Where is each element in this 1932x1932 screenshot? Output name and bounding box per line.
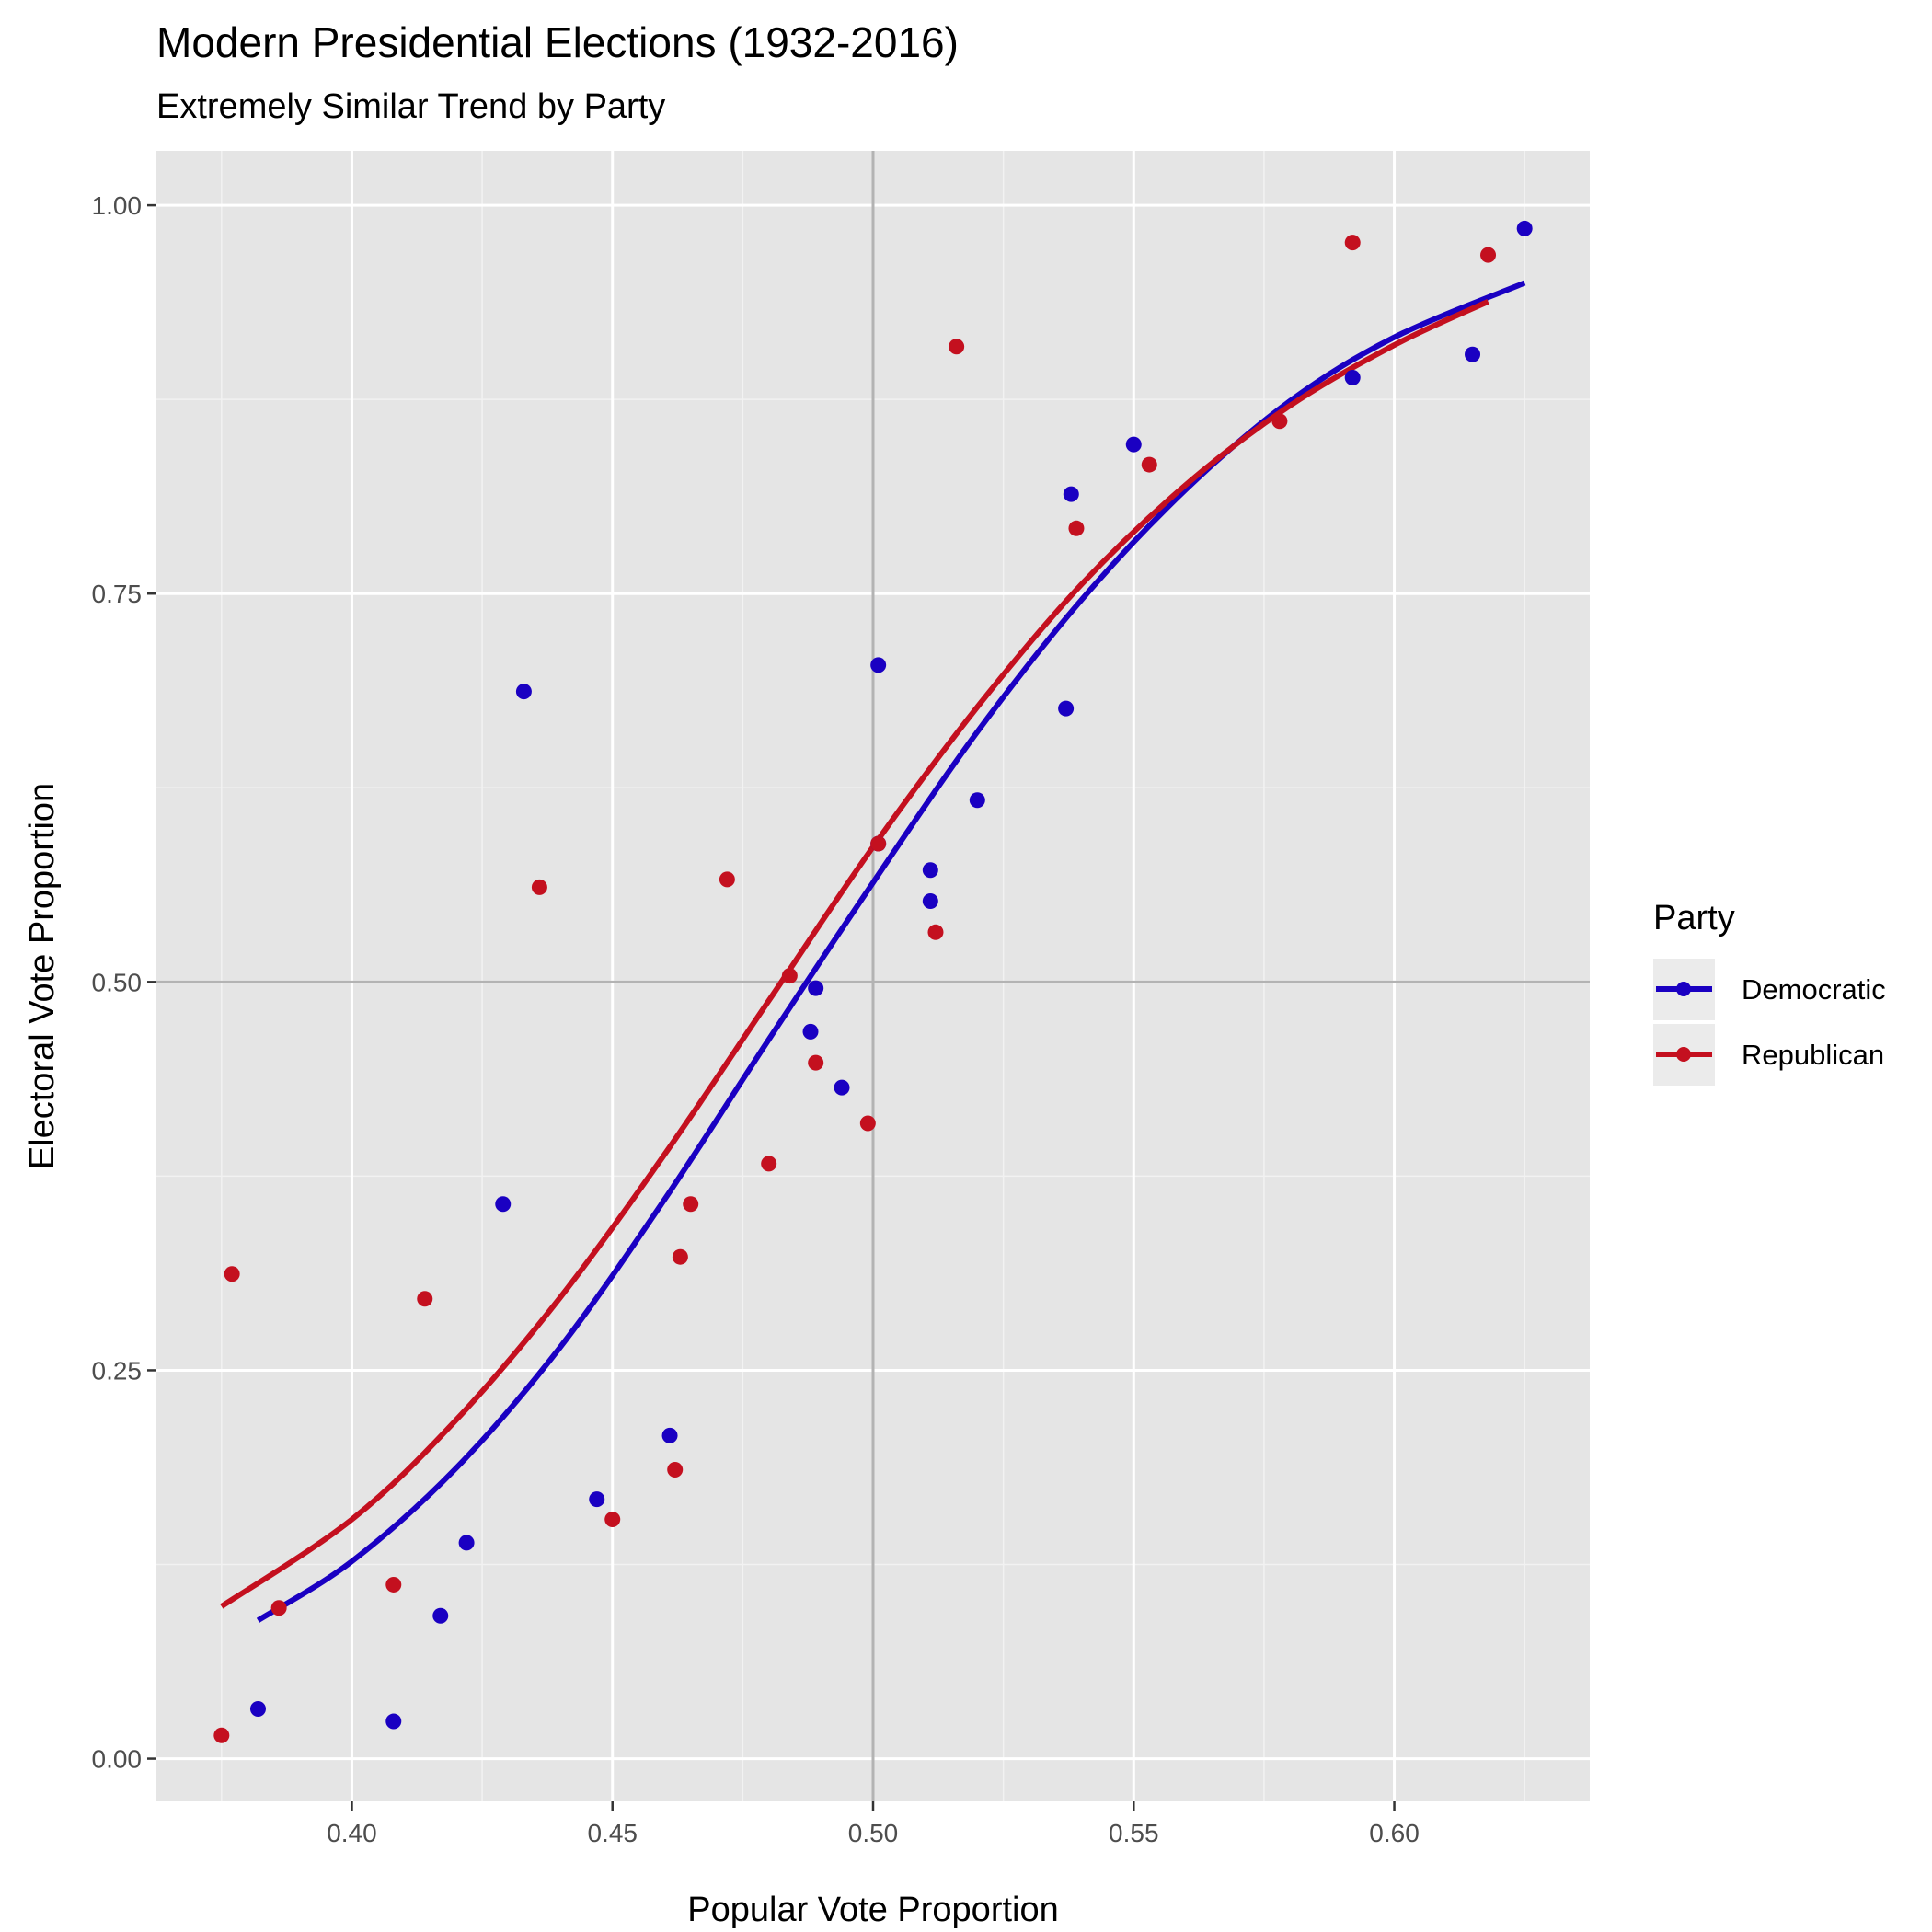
data-point-democratic — [661, 1427, 678, 1443]
x-axis-ticks: 0.40 0.45 0.50 0.55 0.60 — [327, 1801, 1420, 1847]
data-point-democratic — [385, 1713, 402, 1730]
data-point-democratic — [1058, 700, 1075, 717]
legend-item-republican: Republican — [1653, 1024, 1884, 1086]
chart-subtitle: Extremely Similar Trend by Party — [156, 87, 665, 126]
data-point-democratic — [922, 893, 938, 910]
data-point-republican — [927, 924, 944, 940]
fit-curve-democratic — [256, 280, 1526, 1623]
y-tick-label: 0.00 — [92, 1745, 143, 1774]
y-tick-label: 0.75 — [92, 580, 143, 608]
data-point-democratic — [834, 1079, 850, 1096]
data-point-democratic — [1063, 486, 1079, 502]
data-point-republican — [949, 339, 965, 355]
legend-item-democratic: Democratic — [1653, 959, 1886, 1020]
x-tick-label: 0.45 — [587, 1819, 638, 1847]
data-point-republican — [1344, 235, 1361, 251]
data-point-republican — [870, 835, 887, 852]
data-point-democratic — [432, 1607, 449, 1624]
data-point-democratic — [1516, 220, 1533, 236]
data-point-republican — [761, 1156, 777, 1172]
chart-title: Modern Presidential Elections (1932-2016… — [156, 18, 959, 66]
data-point-democratic — [802, 1023, 819, 1040]
legend-dot-democratic — [1676, 982, 1691, 996]
legend-dot-republican — [1676, 1047, 1691, 1062]
data-point-democratic — [589, 1491, 605, 1508]
x-tick-label: 0.60 — [1369, 1819, 1420, 1847]
data-point-democratic — [1465, 346, 1481, 362]
data-points — [213, 220, 1533, 1743]
legend: Party Democratic Republican — [1653, 899, 1886, 1086]
x-axis-title: Popular Vote Proportion — [687, 1891, 1059, 1929]
legend-label-republican: Republican — [1742, 1039, 1884, 1071]
data-point-democratic — [808, 980, 824, 996]
data-point-republican — [385, 1576, 402, 1593]
data-point-democratic — [870, 657, 887, 673]
data-point-republican — [781, 968, 798, 984]
data-point-republican — [808, 1054, 824, 1071]
reference-lines — [156, 151, 1590, 1801]
data-point-republican — [667, 1462, 684, 1478]
data-point-democratic — [495, 1196, 512, 1213]
fit-curve-republican — [220, 299, 1489, 1609]
data-point-republican — [1271, 413, 1288, 430]
data-point-republican — [604, 1512, 621, 1528]
y-tick-label: 1.00 — [92, 191, 143, 220]
data-point-republican — [213, 1727, 230, 1743]
data-point-democratic — [515, 684, 532, 700]
data-point-democratic — [922, 862, 938, 879]
data-point-republican — [859, 1115, 876, 1132]
data-point-democratic — [458, 1535, 475, 1551]
data-point-republican — [672, 1248, 688, 1265]
y-axis-ticks: 0.00 0.25 0.50 0.75 1.00 — [92, 191, 156, 1774]
data-point-republican — [270, 1600, 287, 1616]
data-point-republican — [719, 871, 735, 888]
data-point-republican — [224, 1266, 240, 1282]
y-tick-label: 0.25 — [92, 1356, 143, 1385]
data-point-republican — [1480, 247, 1497, 263]
data-point-democratic — [1344, 370, 1361, 386]
x-tick-label: 0.55 — [1109, 1819, 1159, 1847]
data-point-democratic — [1125, 436, 1142, 453]
fit-curves — [220, 280, 1526, 1623]
legend-label-democratic: Democratic — [1742, 973, 1886, 1006]
data-point-democratic — [969, 792, 985, 809]
data-point-republican — [1141, 456, 1157, 473]
data-point-republican — [531, 879, 547, 895]
y-tick-label: 0.50 — [92, 968, 143, 996]
y-axis-title: Electoral Vote Proportion — [23, 783, 62, 1169]
data-point-republican — [683, 1196, 699, 1213]
data-point-republican — [417, 1291, 433, 1307]
data-point-republican — [1068, 520, 1085, 536]
x-tick-label: 0.40 — [327, 1819, 377, 1847]
legend-title: Party — [1653, 899, 1735, 937]
data-point-democratic — [249, 1701, 266, 1718]
x-tick-label: 0.50 — [848, 1819, 899, 1847]
